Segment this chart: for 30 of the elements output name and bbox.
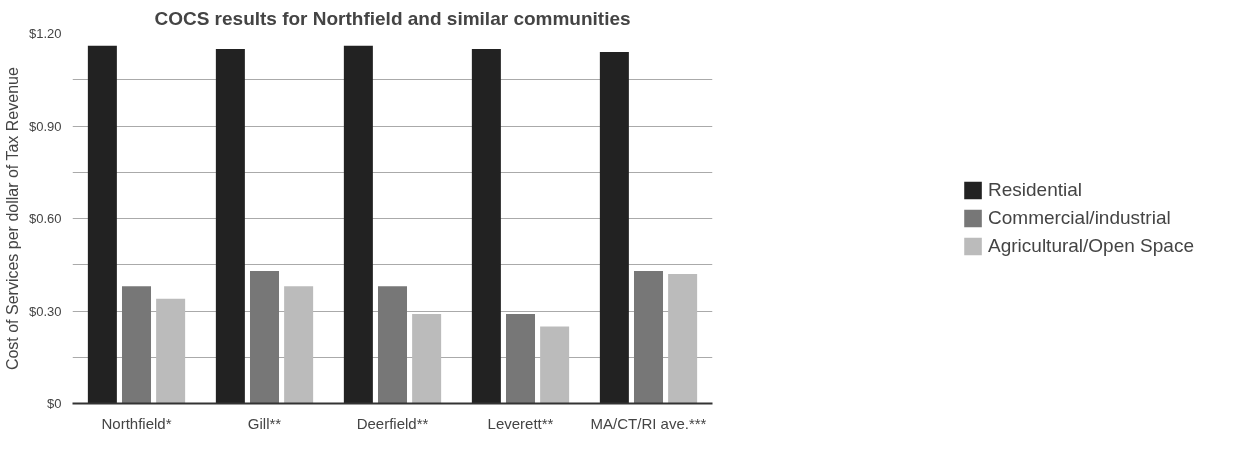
y-tick-label: $0	[47, 396, 62, 411]
bar	[471, 48, 501, 404]
bar	[121, 286, 152, 404]
x-tick-label: Gill**	[247, 414, 282, 432]
legend-label: Agricultural/Open Space	[988, 235, 1194, 257]
x-tick-label: MA/CT/RI ave.***	[590, 414, 707, 432]
x-tick-label: Deerfield**	[356, 414, 429, 432]
x-tick-label: Leverett**	[487, 414, 554, 432]
legend-label: Commercial/industrial	[988, 207, 1171, 229]
bar	[505, 314, 536, 404]
y-tick-label: $0.90	[28, 118, 62, 134]
bar	[249, 270, 280, 404]
bar	[284, 286, 314, 404]
bar	[599, 52, 629, 404]
y-axis-title: Cost of Services per dollar of Tax Revenue	[3, 67, 21, 371]
chart-title: COCS results for Northfield and similar communities	[154, 7, 631, 29]
bar	[343, 45, 373, 404]
bar	[412, 314, 442, 404]
bar	[540, 326, 570, 404]
bar	[156, 298, 186, 404]
bar	[215, 48, 245, 404]
y-tick-label: $0.30	[28, 303, 62, 319]
y-tick-label: $1.20	[28, 26, 62, 41]
y-tick-label: $0.60	[28, 211, 62, 226]
bar	[633, 270, 664, 404]
x-tick-label: Northfield*	[101, 414, 172, 432]
legend-label: Residential	[988, 179, 1083, 201]
bar	[87, 45, 117, 404]
bar	[668, 274, 698, 404]
bar	[377, 286, 408, 404]
